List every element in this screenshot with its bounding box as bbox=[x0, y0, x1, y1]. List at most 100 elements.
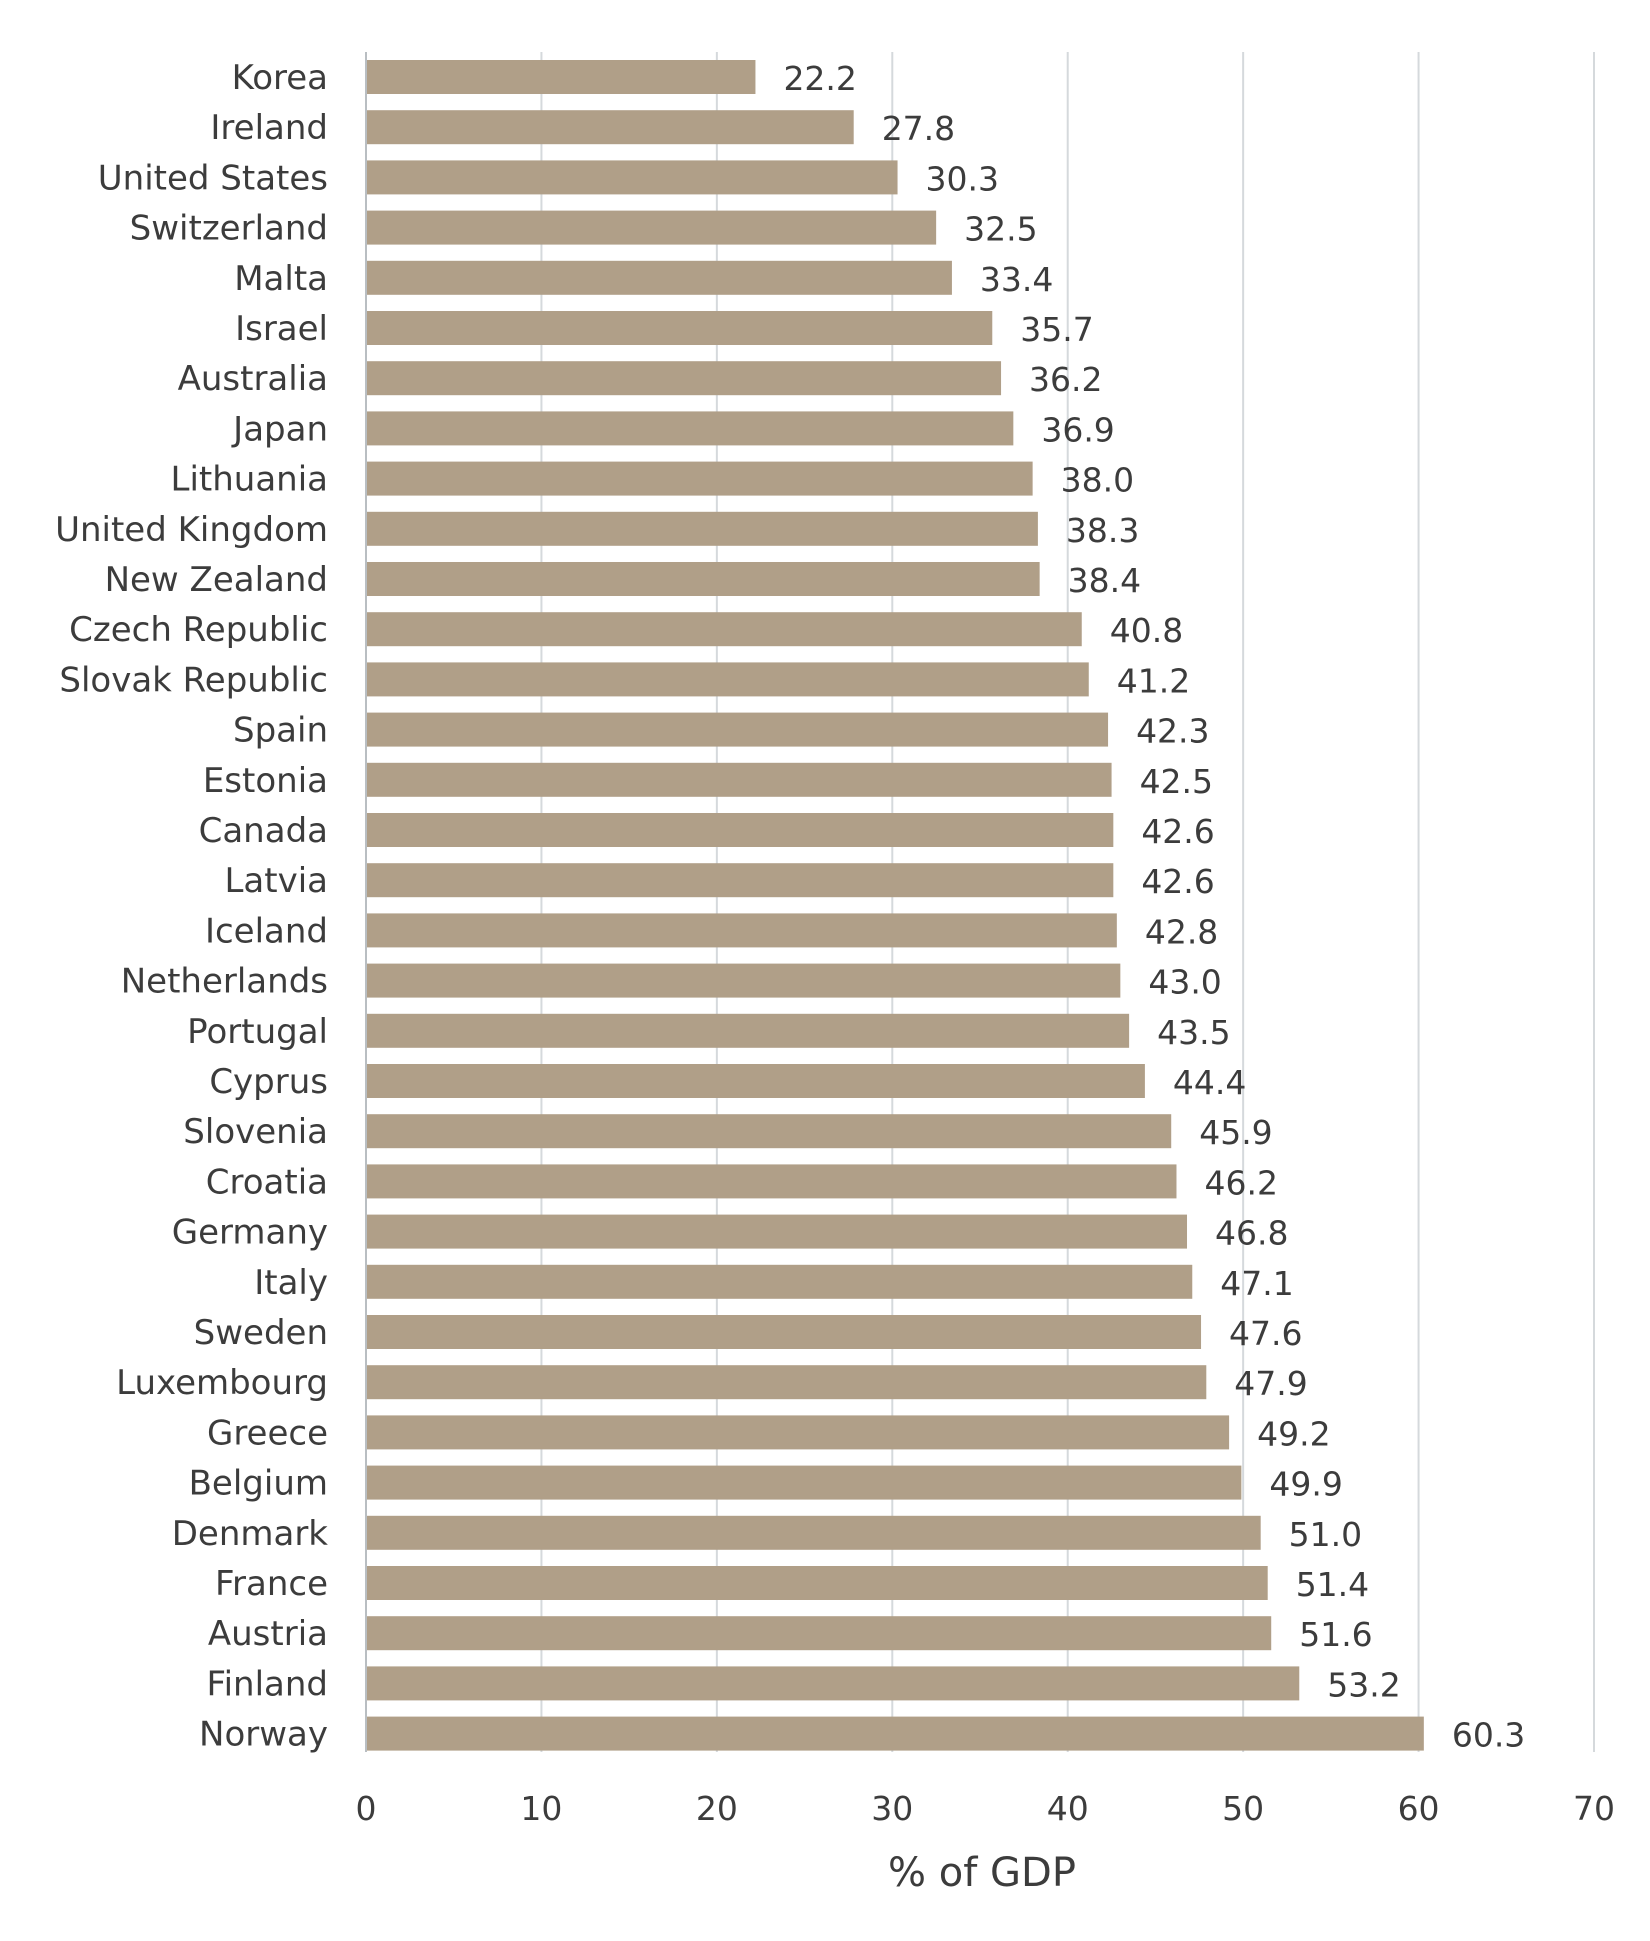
value-label-greece: 49.2 bbox=[1257, 1414, 1330, 1453]
category-label-japan: Japan bbox=[231, 409, 328, 449]
category-label-switzerland: Switzerland bbox=[130, 209, 328, 249]
bar-malta bbox=[367, 260, 952, 295]
value-label-israel: 35.7 bbox=[1020, 310, 1093, 349]
value-label-czech-republic: 40.8 bbox=[1110, 611, 1183, 650]
x-tick-label-0: 0 bbox=[356, 1789, 377, 1828]
bar-norway bbox=[367, 1716, 1424, 1751]
value-label-latvia: 42.6 bbox=[1141, 862, 1214, 901]
category-label-cyprus: Cyprus bbox=[209, 1062, 328, 1102]
bar-latvia bbox=[367, 863, 1114, 898]
category-label-finland: Finland bbox=[207, 1664, 329, 1704]
bar-switzerland bbox=[367, 210, 937, 245]
bar-spain bbox=[367, 712, 1109, 747]
bar-netherlands bbox=[367, 963, 1121, 998]
bar-slovak-republic bbox=[367, 662, 1089, 697]
category-label-iceland: Iceland bbox=[205, 911, 328, 951]
category-label-sweden: Sweden bbox=[194, 1313, 328, 1353]
bar-new-zealand bbox=[367, 562, 1040, 596]
category-label-netherlands: Netherlands bbox=[121, 962, 328, 1002]
value-label-italy: 47.1 bbox=[1220, 1264, 1293, 1303]
x-tick-label-20: 20 bbox=[696, 1789, 738, 1828]
category-label-czech-republic: Czech Republic bbox=[69, 610, 328, 650]
x-tick-label-10: 10 bbox=[520, 1789, 562, 1828]
category-label-france: France bbox=[215, 1564, 328, 1604]
bar-united-kingdom bbox=[367, 511, 1038, 546]
value-label-malta: 33.4 bbox=[980, 260, 1053, 299]
bar-canada bbox=[367, 813, 1114, 847]
bar-italy bbox=[367, 1264, 1193, 1299]
bar-iceland bbox=[367, 913, 1117, 948]
x-tick-labels: 0 10 20 30 40 50 60 70 bbox=[356, 1789, 1616, 1828]
value-label-lithuania: 38.0 bbox=[1061, 461, 1134, 500]
bar-japan bbox=[367, 411, 1014, 446]
bar-lithuania bbox=[367, 461, 1033, 496]
x-tick-label-70: 70 bbox=[1573, 1789, 1615, 1828]
value-label-portugal: 43.5 bbox=[1157, 1013, 1230, 1052]
category-label-greece: Greece bbox=[207, 1413, 328, 1453]
value-label-ireland: 27.8 bbox=[882, 109, 955, 148]
category-label-spain: Spain bbox=[233, 711, 328, 751]
category-label-united-states: United States bbox=[98, 158, 328, 198]
bar-ireland bbox=[367, 110, 854, 145]
value-label-japan: 36.9 bbox=[1041, 410, 1114, 449]
category-label-norway: Norway bbox=[199, 1715, 328, 1755]
bar-czech-republic bbox=[367, 612, 1082, 647]
x-axis-title: % of GDP bbox=[888, 1850, 1076, 1896]
category-label-australia: Australia bbox=[178, 359, 328, 399]
value-label-germany: 46.8 bbox=[1215, 1214, 1288, 1253]
value-label-united-kingdom: 38.3 bbox=[1066, 511, 1139, 550]
value-label-korea: 22.2 bbox=[783, 59, 856, 98]
value-label-new-zealand: 38.4 bbox=[1068, 561, 1141, 600]
value-label-norway: 60.3 bbox=[1452, 1716, 1525, 1755]
category-label-ireland: Ireland bbox=[210, 108, 328, 148]
category-labels: Korea Ireland United States Switzerland Malt… bbox=[55, 58, 328, 1755]
category-label-italy: Italy bbox=[254, 1263, 328, 1303]
value-label-austria: 51.6 bbox=[1299, 1615, 1372, 1654]
value-label-spain: 42.3 bbox=[1136, 712, 1209, 751]
value-label-finland: 53.2 bbox=[1327, 1665, 1400, 1704]
value-label-cyprus: 44.4 bbox=[1173, 1063, 1246, 1102]
category-label-estonia: Estonia bbox=[203, 761, 328, 801]
x-tick-label-50: 50 bbox=[1222, 1789, 1264, 1828]
value-label-iceland: 42.8 bbox=[1145, 912, 1218, 951]
bar-united-states bbox=[367, 160, 898, 195]
value-label-australia: 36.2 bbox=[1029, 360, 1102, 399]
bar-israel bbox=[367, 311, 993, 345]
bar-australia bbox=[367, 361, 1002, 396]
bar-austria bbox=[367, 1616, 1272, 1651]
value-label-switzerland: 32.5 bbox=[964, 210, 1037, 249]
value-label-denmark: 51.0 bbox=[1289, 1515, 1362, 1554]
bar-germany bbox=[367, 1214, 1188, 1249]
category-label-croatia: Croatia bbox=[206, 1162, 328, 1202]
x-tick-label-30: 30 bbox=[871, 1789, 913, 1828]
category-label-slovenia: Slovenia bbox=[183, 1112, 328, 1152]
x-tick-label-40: 40 bbox=[1047, 1789, 1089, 1828]
value-label-united-states: 30.3 bbox=[926, 159, 999, 198]
category-label-slovak-republic: Slovak Republic bbox=[59, 660, 328, 700]
bar-slovenia bbox=[367, 1114, 1172, 1149]
bar-luxembourg bbox=[367, 1365, 1207, 1400]
category-label-malta: Malta bbox=[234, 259, 328, 299]
category-label-denmark: Denmark bbox=[172, 1514, 329, 1554]
bar-cyprus bbox=[367, 1064, 1145, 1098]
x-tick-label-60: 60 bbox=[1398, 1789, 1440, 1828]
bar-finland bbox=[367, 1666, 1300, 1701]
bar-estonia bbox=[367, 762, 1112, 797]
category-label-israel: Israel bbox=[235, 309, 328, 349]
value-label-sweden: 47.6 bbox=[1229, 1314, 1302, 1353]
category-label-austria: Austria bbox=[208, 1614, 328, 1654]
value-label-luxembourg: 47.9 bbox=[1234, 1364, 1307, 1403]
value-label-croatia: 46.2 bbox=[1204, 1163, 1277, 1202]
value-labels: 22.2 27.8 30.3 32.5 33.4 35.7 36.2 36.9 38.0 38.3… bbox=[783, 59, 1525, 1755]
category-label-luxembourg: Luxembourg bbox=[116, 1363, 328, 1403]
value-label-slovak-republic: 41.2 bbox=[1117, 661, 1190, 700]
bar-belgium bbox=[367, 1465, 1242, 1500]
bar-portugal bbox=[367, 1013, 1130, 1048]
bar-croatia bbox=[367, 1164, 1177, 1199]
category-label-united-kingdom: United Kingdom bbox=[55, 510, 328, 550]
category-label-canada: Canada bbox=[199, 811, 328, 851]
value-label-slovenia: 45.9 bbox=[1199, 1113, 1272, 1152]
bar-greece bbox=[367, 1415, 1230, 1450]
category-label-korea: Korea bbox=[232, 58, 328, 98]
